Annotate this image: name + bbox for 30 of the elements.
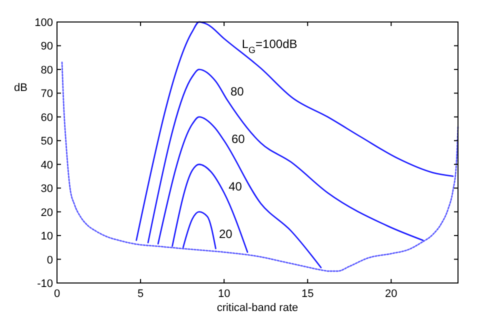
y-tick-label: 80 xyxy=(40,64,53,76)
y-tick-label: 100 xyxy=(34,17,53,29)
series-label: 20 xyxy=(218,226,233,241)
x-tick-label: 20 xyxy=(385,288,398,300)
line-series xyxy=(136,21,454,241)
series-label: 40 xyxy=(228,179,242,194)
x-tick-label: 15 xyxy=(302,288,314,300)
line-series xyxy=(157,116,322,268)
line-series xyxy=(172,164,248,253)
y-tick-label: 50 xyxy=(40,136,53,148)
y-tick-label: -10 xyxy=(37,278,53,290)
series-label: 60 xyxy=(231,132,246,146)
y-tick-label: 10 xyxy=(40,230,53,243)
y-tick-label: 60 xyxy=(40,112,53,124)
y-tick-label: 90 xyxy=(40,40,53,53)
series-label: L$_{G}$=100dB xyxy=(242,37,298,56)
line-series xyxy=(147,68,424,244)
series-label: 80 xyxy=(230,84,244,99)
y-axis-title: dB xyxy=(14,82,28,94)
line-series xyxy=(61,62,459,272)
x-tick-label: 5 xyxy=(137,288,144,300)
y-tick-label: 70 xyxy=(40,88,53,100)
y-tick-label: 40 xyxy=(40,159,53,172)
y-tick-label: 30 xyxy=(40,183,53,196)
x-axis-title: critical-band rate xyxy=(216,302,298,314)
x-tick-label: 10 xyxy=(218,288,230,300)
line-series xyxy=(182,211,216,250)
x-tick-label: 0 xyxy=(54,288,60,300)
y-tick-label: 0 xyxy=(46,254,53,266)
y-tick-label: 20 xyxy=(40,206,53,219)
